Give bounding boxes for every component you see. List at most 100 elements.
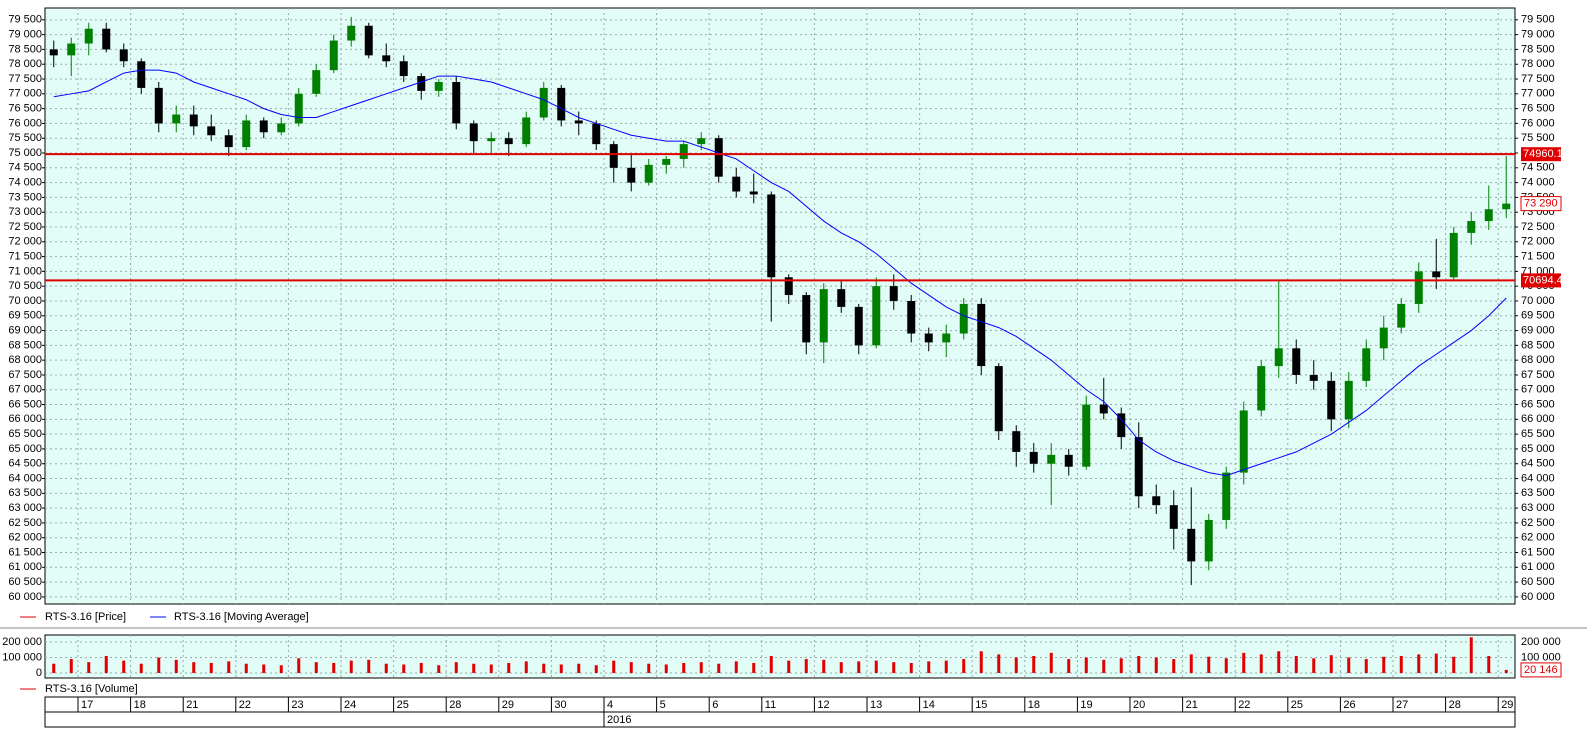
- y2-tick-label: 67 000: [1521, 384, 1555, 396]
- y2-tick-label: 100 000: [1521, 651, 1561, 663]
- candle-body: [224, 135, 233, 148]
- last-volume-label: 20 146: [1524, 664, 1558, 676]
- y2-tick-label: 77 000: [1521, 88, 1555, 100]
- y-tick-label: 66 000: [8, 413, 42, 425]
- y-tick-label: 65 500: [8, 428, 42, 440]
- candle-body: [557, 87, 566, 121]
- candle-body: [1257, 366, 1266, 411]
- candle-body: [592, 123, 601, 145]
- volume-bar: [472, 663, 476, 674]
- volume-bar: [174, 659, 178, 674]
- volume-bar: [1434, 653, 1438, 674]
- day-label: 17: [81, 699, 93, 711]
- candle-body: [1012, 431, 1021, 452]
- volume-bar: [787, 660, 791, 674]
- y2-tick-label: 62 500: [1521, 517, 1555, 529]
- volume-bar: [927, 661, 931, 674]
- candle-body: [382, 55, 391, 62]
- day-label: 21: [1186, 699, 1198, 711]
- legend-label: RTS-3.16 [Moving Average]: [174, 611, 309, 623]
- y-tick-label: 62 500: [8, 517, 42, 529]
- volume-bar: [1312, 658, 1316, 674]
- day-label: 4: [607, 699, 613, 711]
- volume-bar: [717, 663, 721, 674]
- volume-bar: [1119, 658, 1123, 674]
- candle-body: [1117, 413, 1126, 438]
- y-tick-label: 78 000: [8, 58, 42, 70]
- volume-bar: [1224, 658, 1228, 674]
- volume-bar: [979, 651, 983, 674]
- y2-tick-label: 72 000: [1521, 236, 1555, 248]
- y2-tick-label: 60 000: [1521, 591, 1555, 603]
- volume-bar: [664, 664, 668, 674]
- volume-bar: [524, 661, 528, 674]
- volume-bar: [1189, 654, 1193, 674]
- volume-bar: [209, 662, 213, 674]
- candle-body: [504, 138, 513, 145]
- candle-body: [784, 277, 793, 296]
- volume-bar: [384, 663, 388, 674]
- volume-bar: [542, 663, 546, 674]
- volume-bar: [1207, 656, 1211, 674]
- y-tick-label: 74 000: [8, 177, 42, 189]
- volume-bar: [454, 662, 458, 674]
- candle-body: [1344, 380, 1353, 420]
- candle-body: [854, 306, 863, 346]
- volume-bar: [1364, 659, 1368, 674]
- legend-label: RTS-3.16 [Volume]: [45, 683, 138, 695]
- volume-bar: [752, 662, 756, 674]
- volume-bar: [419, 662, 423, 674]
- candle-body: [1082, 404, 1091, 467]
- y2-tick-label: 76 000: [1521, 117, 1555, 129]
- candle-body: [1449, 232, 1458, 278]
- candle-body: [119, 49, 128, 62]
- last-price-label: 73 290: [1524, 198, 1558, 210]
- y2-tick-label: 75 500: [1521, 132, 1555, 144]
- y2-tick-label: 63 000: [1521, 502, 1555, 514]
- candle-body: [329, 40, 338, 71]
- y2-tick-label: 69 500: [1521, 310, 1555, 322]
- candle-body: [434, 81, 443, 91]
- volume-bar: [1084, 657, 1088, 674]
- candle-body: [627, 167, 636, 183]
- y-tick-label: 75 000: [8, 147, 42, 159]
- candle-body: [294, 93, 303, 124]
- candle-body: [907, 300, 916, 334]
- candle-body: [1362, 348, 1371, 381]
- candle-body: [102, 28, 111, 50]
- y2-tick-label: 61 000: [1521, 561, 1555, 573]
- y-tick-label: 71 500: [8, 250, 42, 262]
- y-tick-label: 61 000: [8, 561, 42, 573]
- candle-body: [1432, 271, 1441, 278]
- candle-body: [1467, 221, 1476, 233]
- volume-bar: [1259, 654, 1263, 674]
- y2-tick-label: 67 500: [1521, 369, 1555, 381]
- y-tick-label: 70 500: [8, 280, 42, 292]
- y-tick-label: 69 500: [8, 310, 42, 322]
- candle-body: [889, 286, 898, 301]
- y-tick-label: 62 000: [8, 532, 42, 544]
- y2-tick-label: 61 500: [1521, 546, 1555, 558]
- candle-body: [924, 333, 933, 343]
- candle-body: [189, 114, 198, 127]
- volume-bar: [1487, 655, 1491, 674]
- day-label: 14: [923, 699, 935, 711]
- y2-tick-label: 72 500: [1521, 221, 1555, 233]
- volume-bar: [192, 662, 196, 674]
- volume-bar: [629, 662, 633, 674]
- y2-tick-label: 66 000: [1521, 413, 1555, 425]
- volume-bar: [734, 661, 738, 674]
- volume-bar: [314, 662, 318, 674]
- y-tick-label: 74 500: [8, 162, 42, 174]
- y-tick-label: 63 000: [8, 502, 42, 514]
- y-tick-label: 66 500: [8, 398, 42, 410]
- y-tick-label: 72 000: [8, 236, 42, 248]
- candle-body: [364, 25, 373, 56]
- y2-tick-label: 79 500: [1521, 14, 1555, 26]
- candle-body: [574, 120, 583, 124]
- volume-bar: [507, 662, 511, 674]
- candle-body: [767, 194, 776, 278]
- y-tick-label: 77 500: [8, 73, 42, 85]
- y-tick-label: 69 000: [8, 324, 42, 336]
